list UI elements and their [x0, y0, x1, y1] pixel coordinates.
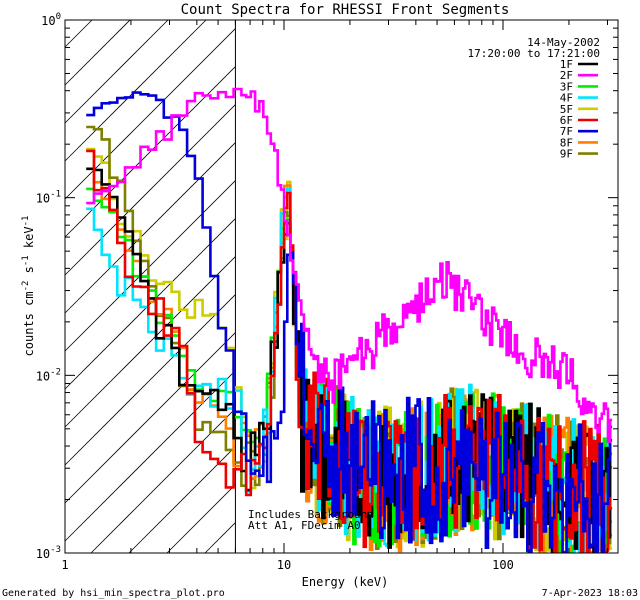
legend-label-7F: 7F [560, 125, 573, 138]
series-line-2F [86, 87, 613, 443]
legend-label-1F: 1F [560, 58, 573, 71]
footer-timestamp: 7-Apr-2023 18:03 [542, 588, 638, 599]
y-axis-label: counts cm-2 s-1 keV-1 [21, 216, 36, 357]
hatch-line-2 [64, 19, 169, 124]
hatch-line-1 [64, 19, 131, 86]
hatch-line-0 [64, 19, 93, 48]
legend-label-6F: 6F [560, 114, 573, 127]
hatch-line-8 [64, 180, 236, 352]
legend-time-range: 17:20:00 to 17:21:00 [468, 47, 600, 60]
legend-label-2F: 2F [560, 69, 573, 82]
hatch-line-14 [90, 408, 236, 554]
y-tick-label-1: 10-2 [36, 367, 61, 383]
y-tick-label-0: 10-3 [36, 545, 61, 561]
x-axis-label: Energy (keV) [302, 575, 389, 589]
annotation-attenuator: Att A1, FDecim A0 [248, 519, 361, 532]
hatch-line-17 [204, 522, 236, 554]
legend-label-3F: 3F [560, 80, 573, 93]
axis-ticks: 1 10 100 10-3 10-2 10-1 100 [36, 12, 618, 572]
legend-label-8F: 8F [560, 136, 573, 149]
hatch-line-11 [64, 294, 236, 466]
hatch-line-4 [64, 28, 236, 200]
y-tick-label-2: 10-1 [36, 190, 61, 206]
legend-label-4F: 4F [560, 92, 573, 105]
hatch-line-12 [64, 332, 236, 504]
legend-label-9F: 9F [560, 148, 573, 161]
hatch-line-7 [64, 142, 236, 314]
hatch-line-6 [64, 104, 236, 276]
legend-date: 14-May-2002 [527, 36, 600, 49]
footer-generator: Generated by hsi_min_spectra_plot.pro [2, 588, 225, 599]
annotation-background: Includes Background [248, 508, 374, 521]
chart-title: Count Spectra for RHESSI Front Segments [181, 2, 510, 18]
hatch-line-13 [64, 370, 236, 542]
hatch-line-3 [64, 19, 207, 162]
x-tick-label-2: 100 [492, 558, 514, 572]
x-tick-label-1: 10 [277, 558, 291, 572]
plot-frame [64, 19, 619, 554]
legend-label-5F: 5F [560, 103, 573, 116]
y-tick-label-3: 100 [41, 12, 61, 28]
hatch-line-10 [64, 256, 236, 428]
hatch-line-9 [64, 218, 236, 390]
hatch-line-16 [166, 484, 236, 554]
x-tick-label-0: 1 [61, 558, 68, 572]
series-layer [86, 87, 613, 553]
series-line-7F [86, 91, 613, 553]
